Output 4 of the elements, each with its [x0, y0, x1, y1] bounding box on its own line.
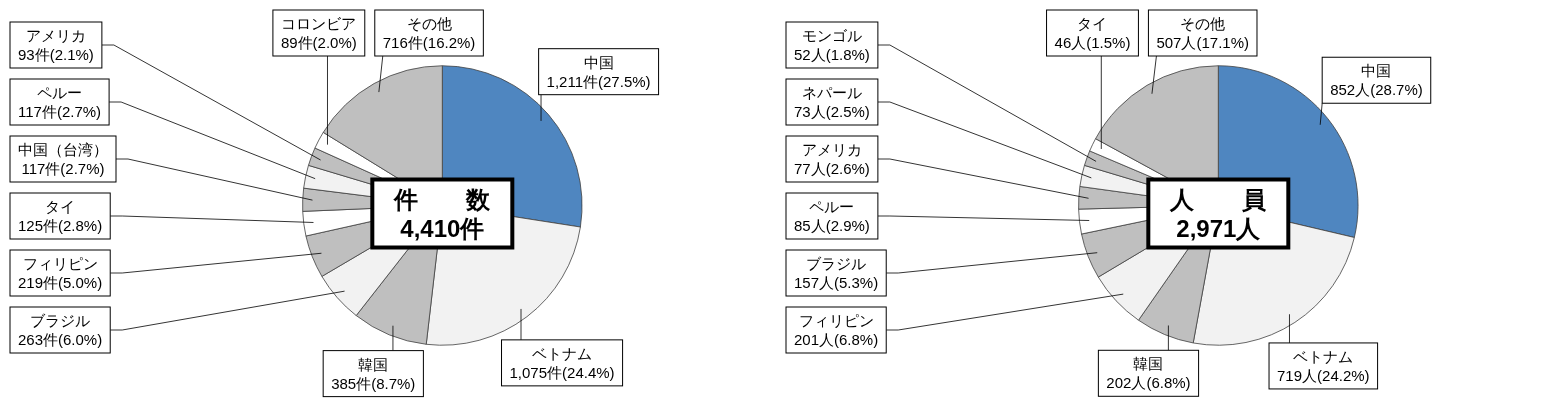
chart-title: 人 員: [1170, 185, 1267, 213]
chart-subtitle: 2,971人: [1176, 214, 1261, 242]
chart-title: 件 数: [394, 185, 491, 213]
chart-subtitle: 4,410件: [400, 214, 485, 242]
